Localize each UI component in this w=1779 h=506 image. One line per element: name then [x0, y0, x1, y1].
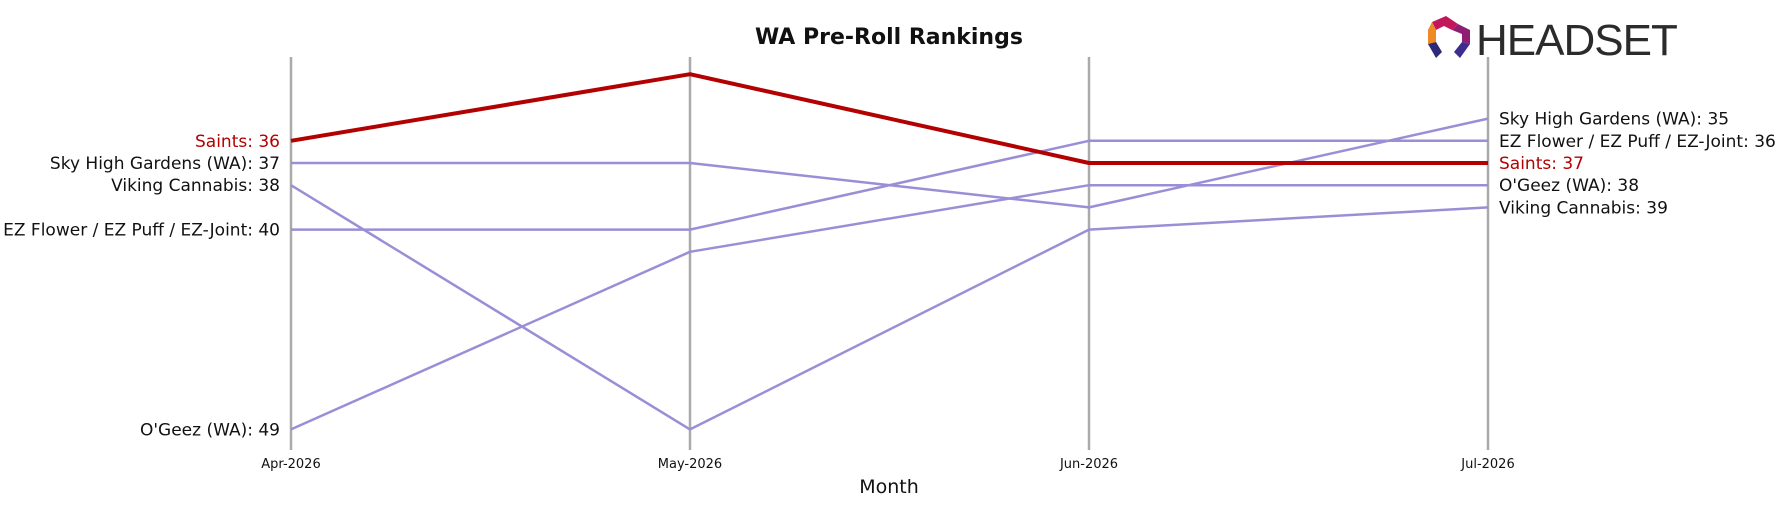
left-label-viking-cannabis: Viking Cannabis: 38: [111, 176, 280, 196]
right-label-o-geez-wa: O'Geez (WA): 38: [1499, 176, 1639, 196]
x-tick-label: May-2026: [658, 457, 722, 472]
right-end-labels: Saints: 37 Sky High Gardens (WA): 35 Vikin…: [1499, 110, 1776, 219]
right-label-sky-high-gardens-wa: Sky High Gardens (WA): 35: [1499, 110, 1729, 130]
right-label-ez-flower-ez-puff-ez-joint: EZ Flower / EZ Puff / EZ-Joint: 36: [1499, 132, 1776, 152]
headset-logo-icon: [1428, 16, 1470, 58]
headset-logo-text: HEADSET: [1476, 16, 1677, 65]
x-tick-label: Apr-2026: [261, 457, 320, 472]
left-label-saints: Saints: 36: [195, 132, 280, 152]
series-line-viking-cannabis: [290, 184, 1489, 431]
headset-logo: HEADSET: [1428, 16, 1678, 65]
right-label-saints: Saints: 37: [1499, 154, 1584, 174]
series-line-ez-flower-ez-puff-ez-joint: [291, 139, 1488, 231]
x-tick-label: Jun-2026: [1059, 457, 1118, 472]
left-label-o-geez-wa: O'Geez (WA): 49: [140, 420, 280, 440]
x-axis-label: Month: [859, 476, 919, 498]
series-line-saints: [290, 72, 1488, 165]
left-label-ez-flower-ez-puff-ez-joint: EZ Flower / EZ Puff / EZ-Joint: 40: [3, 221, 280, 241]
series-line-o-geez-wa: [290, 183, 1488, 431]
x-tick-label: Jul-2026: [1460, 457, 1514, 472]
chart-title: WA Pre-Roll Rankings: [755, 25, 1023, 50]
series-lines: [290, 72, 1489, 431]
x-tick-labels: Apr-2026 May-2026 Jun-2026 Jul-2026: [261, 457, 1514, 472]
left-label-sky-high-gardens-wa: Sky High Gardens (WA): 37: [50, 154, 280, 174]
month-axis-lines: [289, 57, 1490, 450]
right-label-viking-cannabis: Viking Cannabis: 39: [1499, 198, 1668, 218]
